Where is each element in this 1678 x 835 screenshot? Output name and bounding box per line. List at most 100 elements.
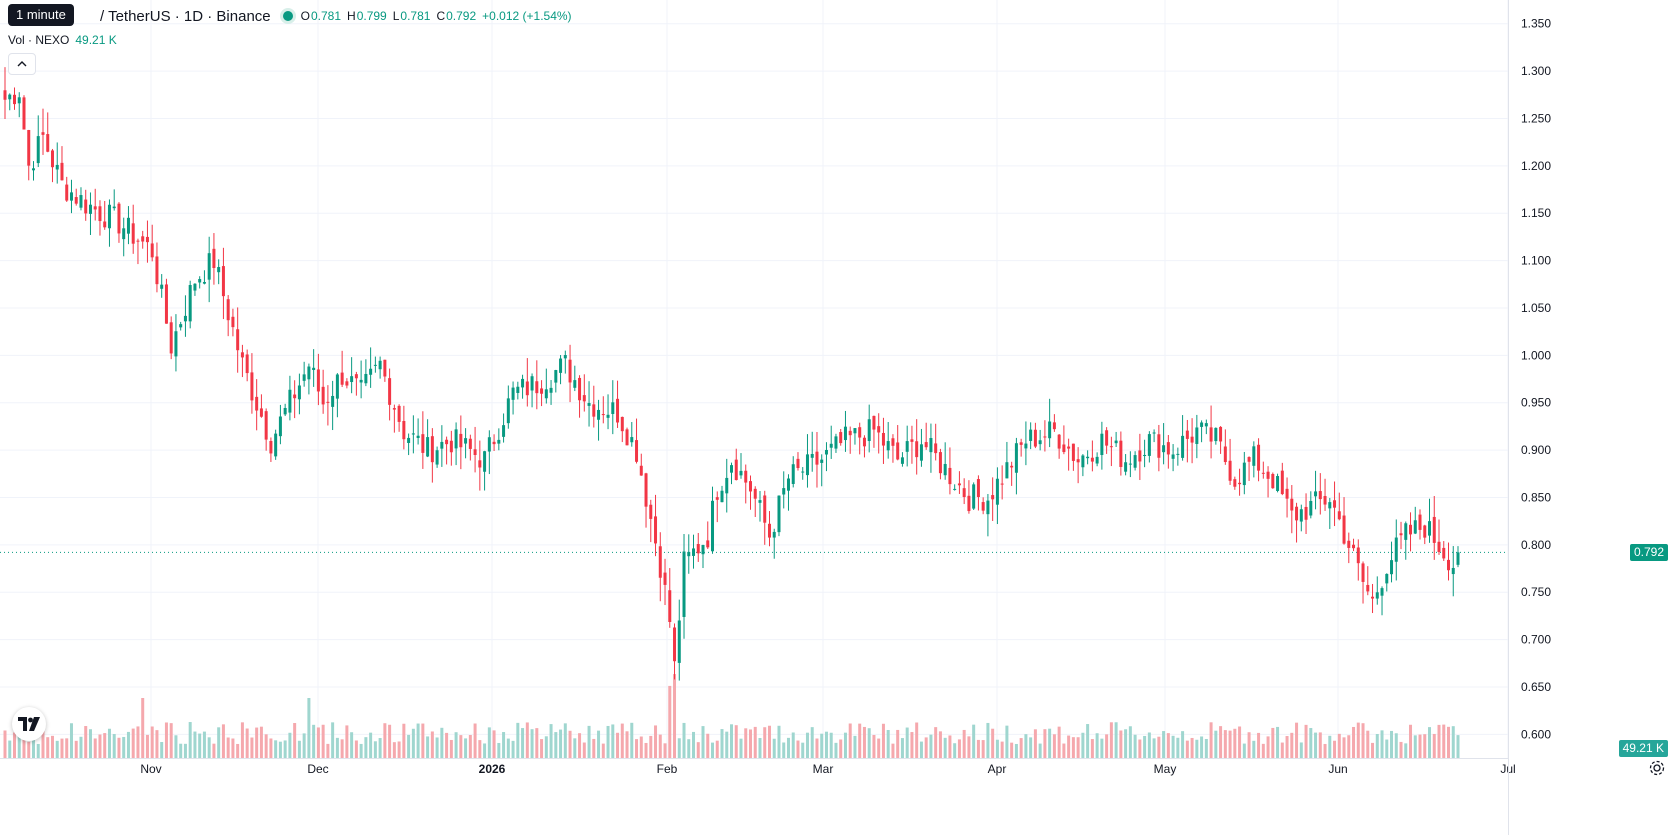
- candle-body: [193, 283, 197, 291]
- volume-bar: [359, 743, 363, 758]
- volume-bar: [1385, 739, 1389, 758]
- volume-bar: [1371, 742, 1375, 758]
- candle-body: [786, 478, 790, 491]
- candle-body: [8, 94, 12, 100]
- volume-bar: [369, 732, 373, 758]
- volume-bar: [820, 733, 824, 758]
- candle-body: [198, 279, 202, 283]
- volume-bar: [103, 733, 107, 758]
- volume-bar: [1052, 734, 1056, 758]
- volume-bar: [1352, 726, 1356, 758]
- candle-body: [1033, 429, 1037, 447]
- candle-body: [364, 373, 368, 384]
- candlesticks: [3, 67, 1460, 681]
- volume-bar: [910, 732, 914, 758]
- volume-bar: [459, 735, 463, 758]
- volume-bar: [1257, 732, 1261, 758]
- volume-bar: [630, 722, 634, 758]
- volume-bar: [758, 738, 762, 758]
- volume-bar: [1147, 732, 1151, 758]
- candle-body: [1048, 421, 1052, 439]
- candle-body: [217, 267, 221, 273]
- volume-bar: [46, 737, 50, 758]
- volume-bar: [269, 738, 273, 758]
- volume-bar: [1394, 733, 1398, 758]
- volume-bar: [402, 723, 406, 758]
- candle-body: [1133, 455, 1137, 468]
- candle-body: [1337, 511, 1341, 520]
- candle-body: [60, 162, 64, 181]
- candle-body: [226, 299, 230, 321]
- candle-body: [1342, 515, 1346, 544]
- volume-bar: [995, 739, 999, 758]
- candle-body: [1409, 524, 1413, 535]
- volume-bar: [1409, 724, 1413, 758]
- volume-bar: [483, 743, 487, 758]
- candle-body: [236, 329, 240, 351]
- candle-body: [1290, 498, 1294, 511]
- symbol-info[interactable]: / TetherUS · 1D · Binance: [100, 7, 271, 25]
- volume-bar: [492, 730, 496, 758]
- volume-bar: [1200, 736, 1204, 758]
- y-tick-label: 1.200: [1521, 159, 1551, 173]
- volume-bar: [1390, 730, 1394, 758]
- volume-bar: [872, 734, 876, 758]
- volume-bar: [810, 727, 814, 758]
- candle-body: [1181, 435, 1185, 458]
- candle-body: [1385, 573, 1389, 584]
- tradingview-logo-icon[interactable]: [12, 707, 46, 741]
- candle-body: [839, 432, 843, 444]
- candle-body: [302, 374, 306, 381]
- candle-body: [1171, 454, 1175, 459]
- volume-bar: [786, 737, 790, 758]
- volume-bar: [430, 731, 434, 758]
- candle-body: [1299, 509, 1303, 522]
- volume-bar: [426, 736, 430, 758]
- volume-bar: [41, 727, 45, 758]
- volume-bar: [957, 739, 961, 758]
- volume-bar: [1451, 726, 1455, 758]
- candle-body: [36, 136, 40, 164]
- candle-body: [212, 248, 216, 268]
- volume-bar: [193, 731, 197, 758]
- candle-body: [544, 389, 548, 399]
- gear-icon[interactable]: [1648, 759, 1666, 777]
- volume-bar: [1143, 735, 1147, 758]
- candle-body: [79, 195, 83, 208]
- candle-body: [1190, 436, 1194, 443]
- volume-bar: [449, 739, 453, 758]
- volume-bar: [730, 724, 733, 758]
- candle-body: [701, 545, 705, 555]
- candle-body: [416, 435, 420, 438]
- volume-bar: [1005, 725, 1009, 758]
- candle-body: [397, 405, 401, 422]
- candle-body: [1109, 446, 1113, 448]
- volume-bar: [383, 723, 387, 758]
- low-number: 0.781: [400, 9, 431, 23]
- candle-body: [1100, 433, 1104, 456]
- candle-body: [1361, 563, 1365, 582]
- volume-bar: [1062, 743, 1066, 758]
- volume-bar: [36, 743, 40, 758]
- candle-body: [1266, 471, 1270, 479]
- volume-bar: [397, 741, 401, 758]
- candle-body: [27, 129, 31, 166]
- collapse-legend-button[interactable]: [8, 53, 36, 75]
- volume-bar: [1014, 743, 1018, 758]
- grid-lines: [0, 0, 1509, 758]
- candle-body: [862, 437, 866, 447]
- close-label: C: [436, 9, 446, 23]
- x-tick-label: Apr: [988, 762, 1007, 776]
- volume-bar: [1019, 738, 1023, 758]
- candle-body: [934, 443, 938, 454]
- volume-bar: [141, 698, 145, 758]
- candle-body: [767, 523, 771, 538]
- candle-body: [843, 426, 847, 441]
- candle-body: [321, 386, 325, 405]
- candle-body: [449, 440, 453, 453]
- volume-bar: [122, 736, 126, 758]
- candle-body: [606, 414, 610, 418]
- volume-bar: [748, 729, 752, 758]
- candle-body: [188, 285, 192, 322]
